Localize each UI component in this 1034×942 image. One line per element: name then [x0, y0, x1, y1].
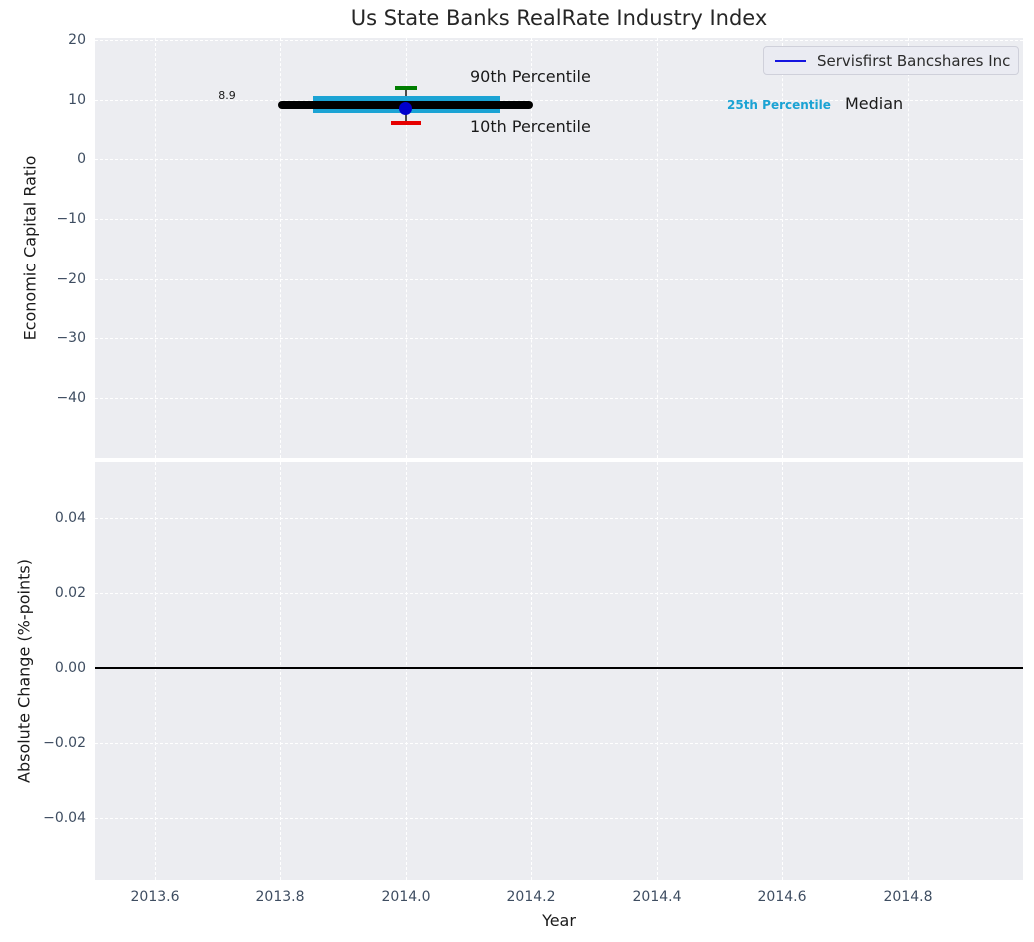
gridline: [95, 818, 1023, 819]
gridline: [95, 743, 1023, 744]
y-tick: −30: [56, 330, 86, 346]
gridline: [406, 462, 407, 880]
gridline: [95, 279, 1023, 280]
legend: Servisfirst Bancshares Inc: [763, 46, 1019, 75]
y-tick: −10: [56, 211, 86, 227]
p10-annotation: 10th Percentile: [470, 117, 591, 136]
y-tick: −20: [56, 271, 86, 287]
y-tick: 0.04: [54, 510, 86, 526]
x-tick: 2014.4: [632, 889, 682, 905]
x-tick: 2013.6: [130, 889, 180, 905]
y-tick: 0.02: [54, 585, 86, 601]
y-tick: 20: [68, 32, 86, 48]
gridline: [782, 38, 783, 458]
gridline: [531, 38, 532, 458]
p90-annotation: 90th Percentile: [470, 67, 591, 86]
y-tick: 10: [68, 92, 86, 108]
y-tick: 0: [77, 151, 86, 167]
gridline: [95, 159, 1023, 160]
y-tick: −0.04: [43, 810, 86, 826]
gridline: [406, 38, 407, 458]
y-tick: −0.02: [43, 735, 86, 751]
x-tick: 2014.6: [757, 889, 807, 905]
chart-title: Us State Banks RealRate Industry Index: [350, 6, 768, 30]
gridline: [155, 38, 156, 458]
p90-cap: [395, 86, 417, 90]
y-axis-label-bottom: Absolute Change (%-points): [14, 559, 34, 783]
gridline: [782, 462, 783, 880]
x-axis-label: Year: [542, 911, 576, 930]
gridline: [95, 398, 1023, 399]
gridline: [657, 38, 658, 458]
y-tick: −40: [56, 390, 86, 406]
gridline: [95, 219, 1023, 220]
gridline: [280, 462, 281, 880]
gridline: [95, 100, 1023, 101]
x-tick: 2014.2: [506, 889, 556, 905]
zero-reference-line: [95, 667, 1023, 669]
p10-cap: [391, 121, 421, 125]
bottom-axes: [95, 462, 1023, 880]
top-axes: 8.9 90th Percentile 10th Percentile 25th…: [95, 38, 1023, 458]
y-axis-label-top: Economic Capital Ratio: [20, 155, 40, 341]
company-data-point: [399, 102, 412, 115]
gridline: [95, 593, 1023, 594]
legend-label: Servisfirst Bancshares Inc: [817, 51, 1011, 70]
y-tick: 0.00: [54, 660, 86, 676]
gridline: [95, 40, 1023, 41]
x-tick: 2014.8: [883, 889, 933, 905]
legend-line-swatch: [775, 59, 806, 62]
p25-annotation: 25th Percentile: [727, 98, 831, 112]
gridline: [95, 338, 1023, 339]
gridline: [95, 518, 1023, 519]
median-annotation: Median: [845, 94, 904, 113]
value-annotation: 8.9: [218, 89, 236, 102]
gridline: [657, 462, 658, 880]
gridline: [531, 462, 532, 880]
x-tick: 2014.0: [381, 889, 431, 905]
gridline: [908, 462, 909, 880]
x-tick: 2013.8: [255, 889, 305, 905]
gridline: [280, 38, 281, 458]
gridline: [155, 462, 156, 880]
gridline: [908, 38, 909, 458]
